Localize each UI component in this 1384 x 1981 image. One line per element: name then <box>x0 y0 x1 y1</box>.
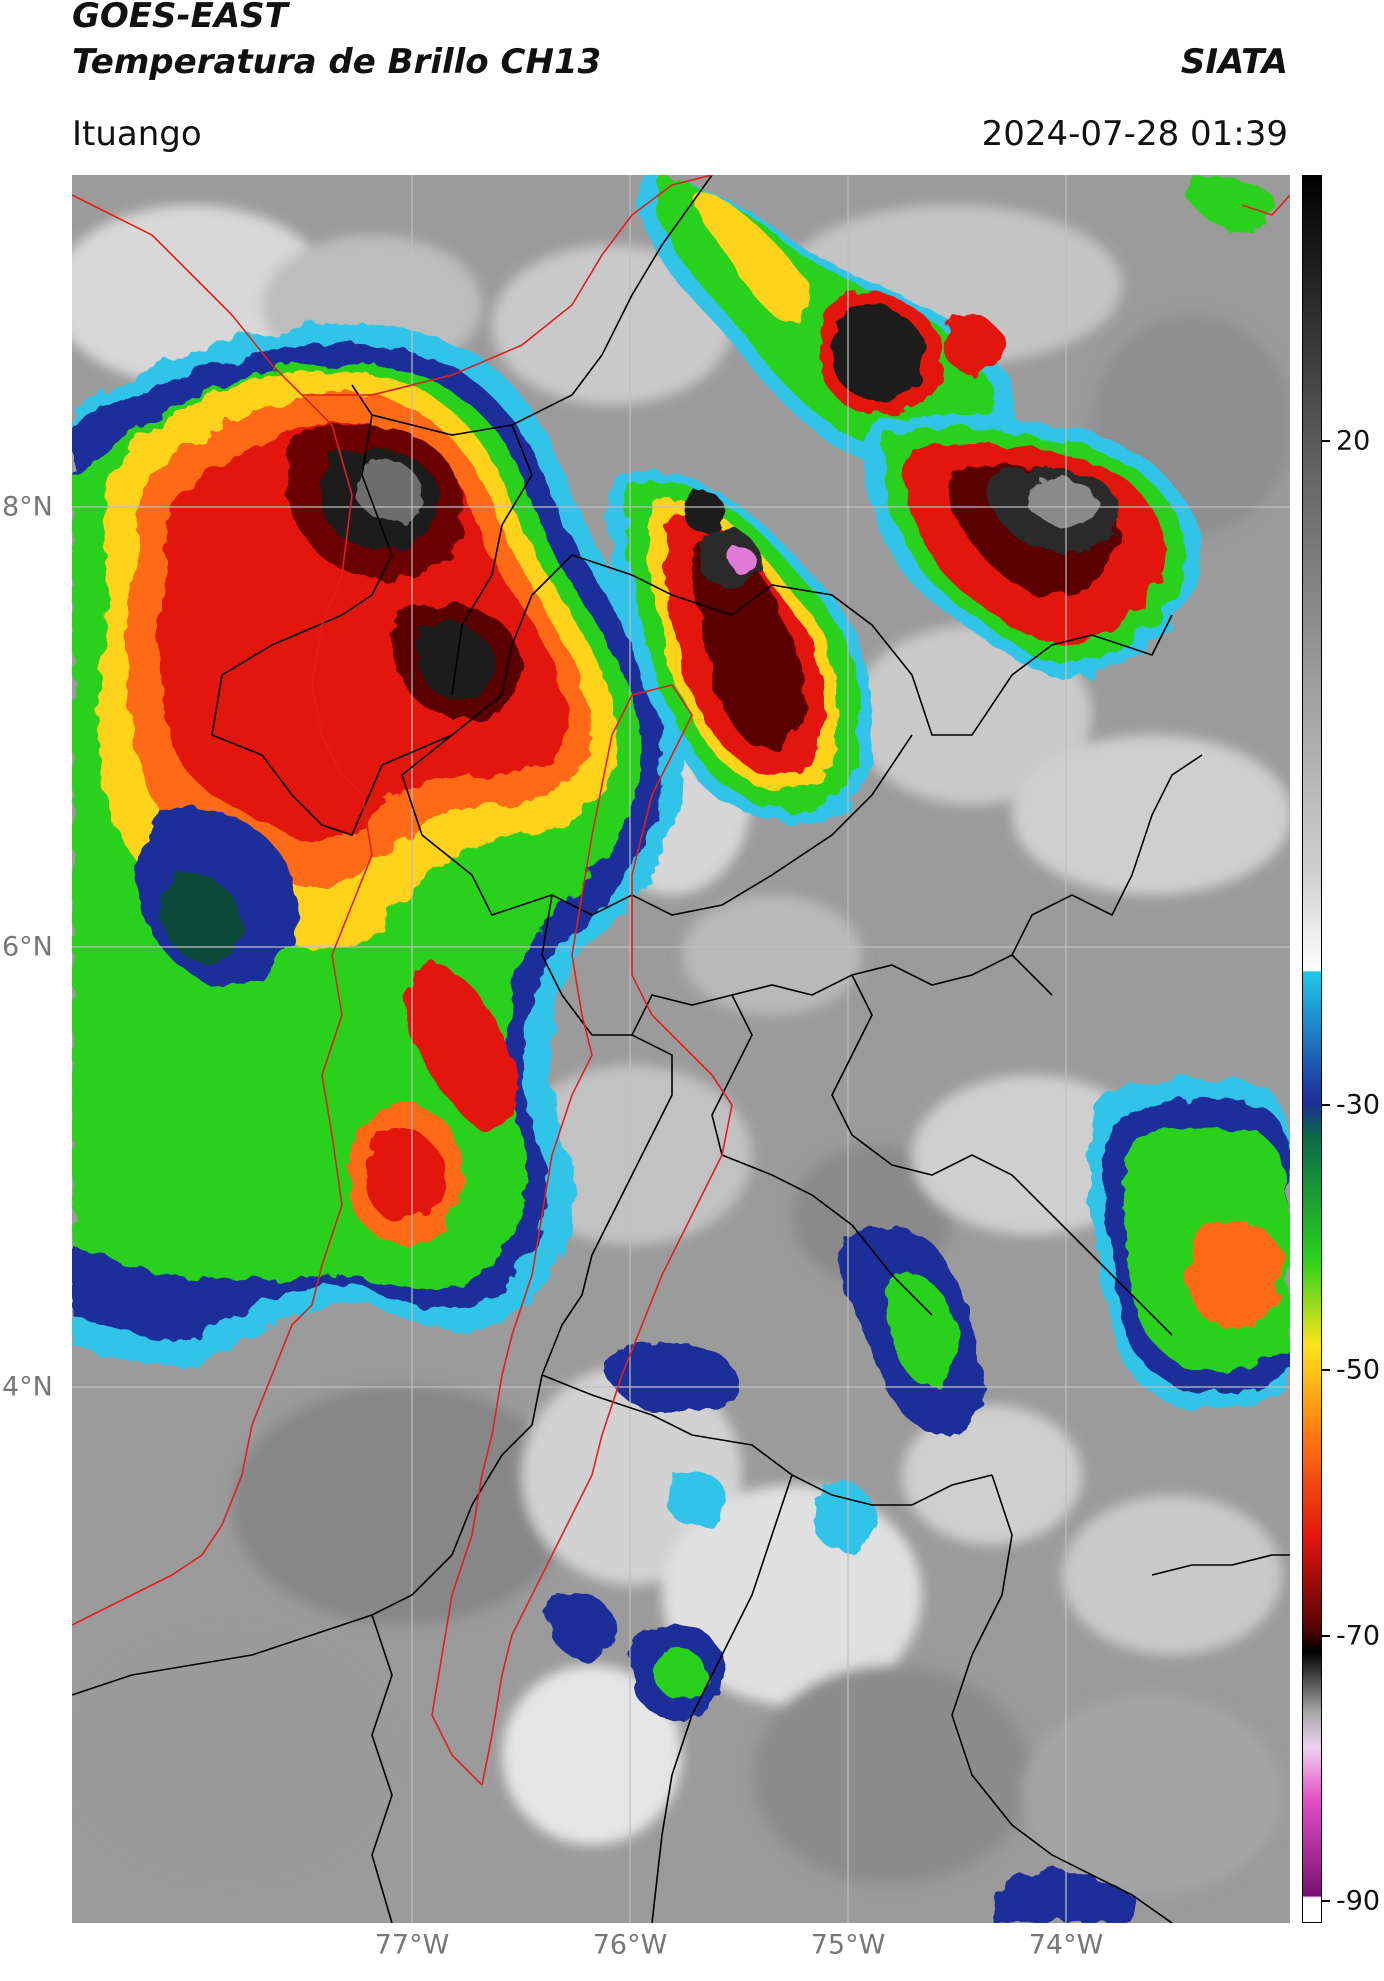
timestamp-label: 2024-07-28 01:39 <box>981 114 1288 154</box>
colorbar-tick <box>1322 1634 1330 1637</box>
product-title-line2: Temperatura de Brillo CH13 <box>72 42 602 82</box>
colorbar-tick-label: -30 <box>1336 1089 1381 1121</box>
colorbar-gradient <box>1303 176 1321 1922</box>
department-borders <box>72 175 1290 1923</box>
longitude-label: 74°W <box>1028 1929 1104 1961</box>
colorbar-tick-label: -90 <box>1336 1885 1381 1917</box>
colorbar-tick-label: -70 <box>1336 1620 1381 1652</box>
latitude-label: 4°N <box>2 1371 53 1403</box>
longitude-label: 75°W <box>810 1929 886 1961</box>
colorbar-tick <box>1322 1369 1330 1372</box>
cold-cloud-cores <box>72 175 1290 1923</box>
colorbar-tick-label: 20 <box>1336 425 1371 457</box>
latitude-label: 8°N <box>2 491 53 523</box>
gridlines <box>72 175 1290 1923</box>
location-label: Ituango <box>72 114 202 154</box>
longitude-label: 76°W <box>592 1929 668 1961</box>
latitude-label: 6°N <box>2 931 53 963</box>
satellite-image <box>72 175 1290 1923</box>
agency-label: SIATA <box>1180 42 1288 82</box>
satellite-map <box>72 175 1290 1923</box>
colorbar-tick-label: -50 <box>1336 1354 1381 1386</box>
colorbar-tick <box>1322 1103 1330 1106</box>
colorbar-tick <box>1322 440 1330 442</box>
product-title-line1: GOES-EAST <box>72 0 288 36</box>
coastline-and-region-border <box>72 175 1290 1786</box>
colorbar <box>1302 175 1322 1923</box>
colorbar-tick <box>1322 1900 1330 1902</box>
longitude-label: 77°W <box>374 1929 450 1961</box>
